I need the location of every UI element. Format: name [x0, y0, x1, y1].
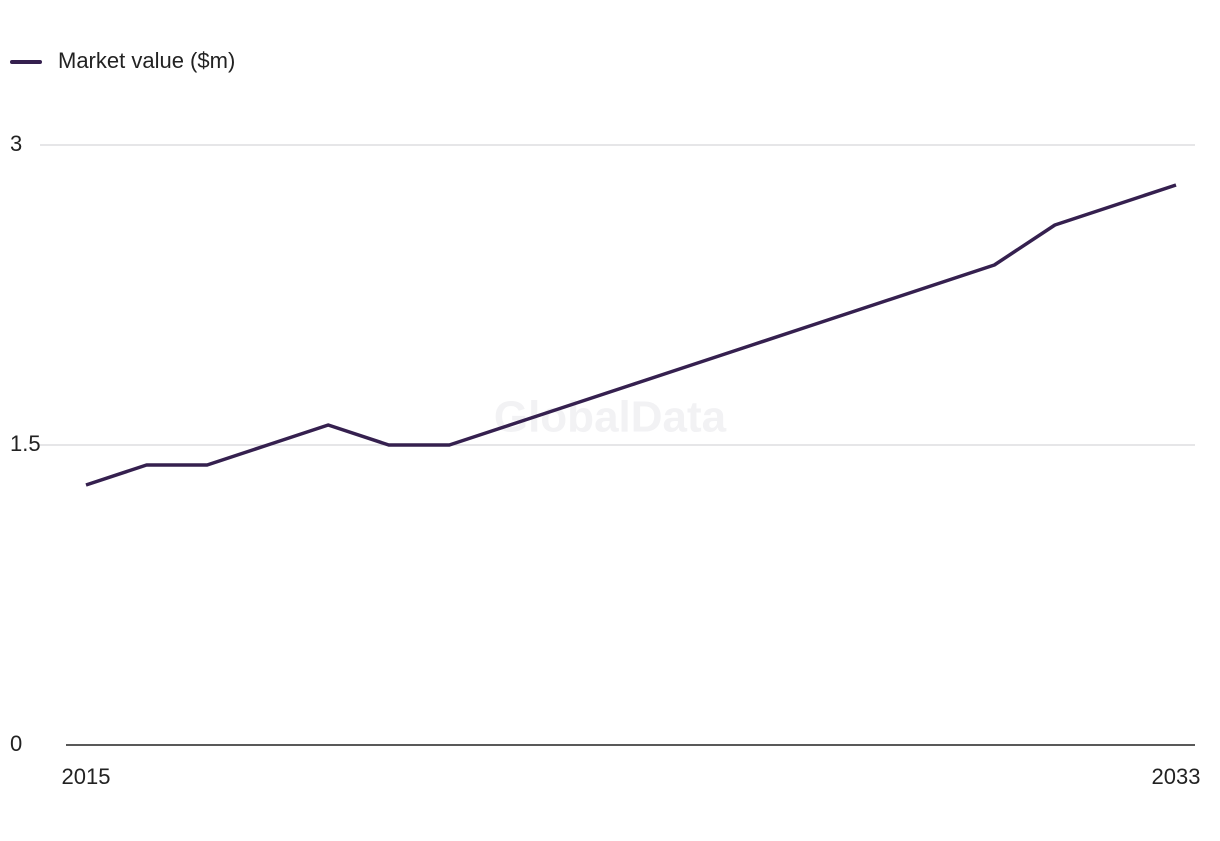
y-tick-label: 1.5 [10, 431, 41, 456]
x-tick-label: 2015 [62, 764, 111, 789]
y-tick-label: 0 [10, 731, 22, 756]
legend-label: Market value ($m) [58, 48, 235, 73]
series-line [85, 183, 1177, 487]
y-tick-label: 3 [10, 131, 22, 156]
x-tick-label: 2033 [1152, 764, 1201, 789]
